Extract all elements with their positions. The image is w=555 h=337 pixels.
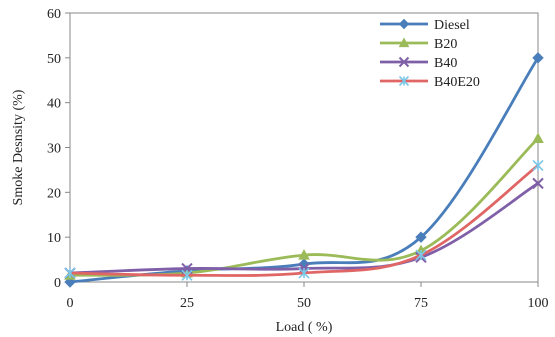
y-tick-label: 10	[47, 231, 61, 246]
data-point	[64, 267, 76, 279]
marker-stroke	[398, 56, 410, 68]
data-point	[532, 159, 544, 171]
data-point	[415, 249, 427, 261]
legend-swatch-marker	[398, 75, 410, 87]
y-tick-label: 50	[47, 52, 61, 67]
marker-stroke	[532, 177, 544, 190]
legend-label: Diesel	[434, 18, 470, 33]
data-point	[532, 132, 544, 144]
data-point	[532, 177, 544, 190]
axes	[69, 12, 539, 283]
legend-item-b40e20: B40E20	[380, 75, 480, 90]
x-tick-label: 100	[528, 296, 549, 311]
y-tick-label: 0	[54, 276, 61, 291]
y-axis-title: Smoke Desnsity (%)	[11, 89, 26, 205]
data-point	[415, 231, 427, 243]
legend: Diesel B20 B40 B40E20	[380, 18, 480, 90]
x-tick-label: 75	[414, 296, 428, 311]
legend-swatch-marker	[398, 56, 410, 68]
y-tick-label: 30	[47, 142, 61, 157]
x-tick-label: 0	[67, 296, 74, 311]
data-point	[298, 267, 310, 279]
legend-label: B20	[434, 37, 457, 52]
legend-swatch-marker	[398, 18, 410, 30]
legend-item-b20: B20	[380, 37, 457, 52]
x-tick-label: 25	[180, 296, 194, 311]
series-line	[68, 56, 540, 284]
y-tick-label: 60	[47, 7, 61, 22]
plot-frame	[69, 12, 539, 283]
series-layer	[64, 52, 544, 288]
x-axis-title: Load ( %)	[276, 320, 333, 335]
legend-item-b40: B40	[380, 56, 457, 71]
y-tick-label: 20	[47, 186, 61, 201]
legend-label: B40E20	[434, 75, 480, 90]
series-b20	[64, 132, 544, 280]
data-point	[181, 269, 193, 281]
x-tick-label: 50	[297, 296, 311, 311]
legend-label: B40	[434, 56, 457, 71]
series-line	[68, 164, 540, 277]
x-axis-ticks: 0 25 50 75 100	[67, 282, 549, 311]
data-point	[532, 52, 544, 64]
series-b40e20	[64, 159, 544, 281]
legend-swatch-marker	[398, 37, 410, 48]
y-tick-label: 40	[47, 97, 61, 112]
legend-item-diesel: Diesel	[380, 18, 470, 33]
data-point	[298, 249, 310, 260]
y-axis-ticks: 0 10 20 30 40 50 60	[47, 7, 70, 291]
